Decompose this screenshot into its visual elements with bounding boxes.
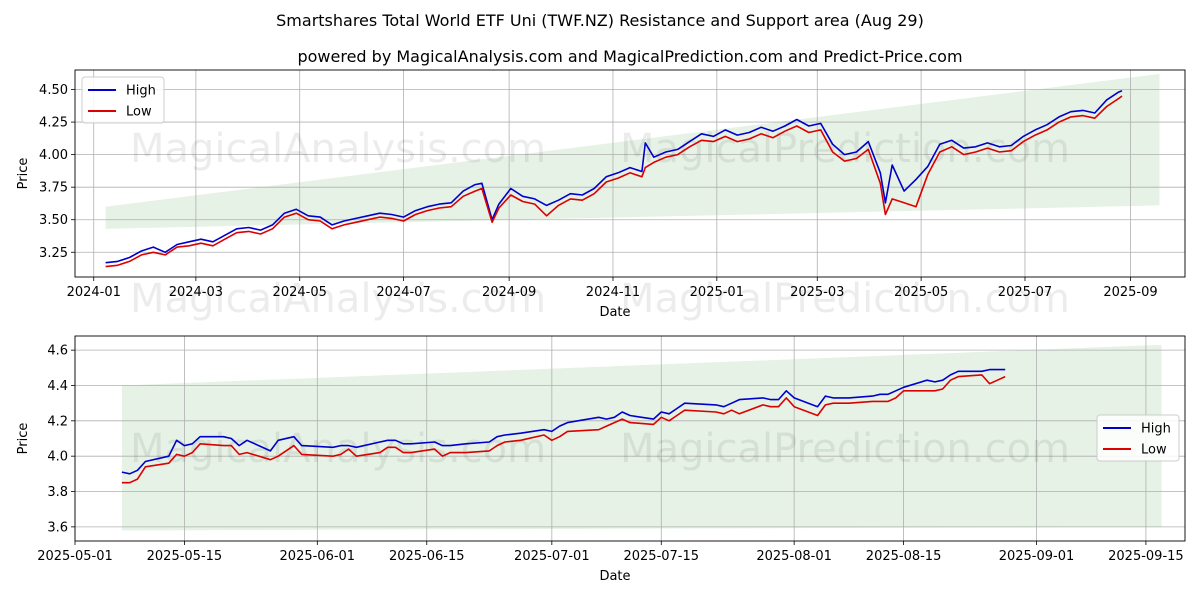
x-tick-label: 2025-03 [790,285,844,300]
x-axis-label: Date [599,305,630,320]
y-tick-label: 4.50 [39,83,68,98]
x-tick-label: 2025-07-01 [514,549,590,564]
x-tick-label: 2025-05-01 [37,549,113,564]
watermark-text: MagicalAnalysis.com [130,276,546,322]
x-tick-label: 2024-03 [169,285,223,300]
y-tick-label: 3.6 [47,520,68,535]
watermark-text: MagicalPrediction.com [620,126,1070,172]
chart-subtitle: powered by MagicalAnalysis.com and Magic… [297,47,962,66]
y-tick-label: 4.4 [47,379,68,394]
x-tick-label: 2024-07 [376,285,430,300]
x-tick-label: 2025-08-01 [756,549,832,564]
chart-title: Smartshares Total World ETF Uni (TWF.NZ)… [276,11,924,30]
series-line-low [105,95,1123,268]
y-tick-label: 4.00 [39,148,68,163]
y-tick-label: 4.0 [47,450,68,465]
x-tick-label: 2025-05-15 [147,549,223,564]
x-tick-label: 2025-06-01 [280,549,356,564]
resistance-support-band [121,344,1162,531]
legend-label-high: High [126,84,156,99]
x-tick-label: 2025-09-01 [999,549,1075,564]
series-line-low [121,374,1006,484]
y-tick-label: 4.6 [47,344,68,359]
axes-frame [74,69,1186,278]
resistance-support-band [105,73,1160,229]
watermark-text: MagicalPrediction.com [620,276,1070,322]
y-tick-label: 4.25 [39,116,68,131]
x-tick-label: 2025-07-15 [623,549,699,564]
x-tick-label: 2025-07 [998,285,1052,300]
x-tick-label: 2025-01 [690,285,744,300]
series-line-high [121,368,1006,475]
legend-label-high: High [1141,422,1171,437]
x-tick-label: 2024-11 [586,285,640,300]
x-tick-label: 2024-01 [67,285,121,300]
watermark-text: MagicalAnalysis.com [130,126,546,172]
x-axis-label: Date [599,569,630,584]
y-axis-label: Price [16,423,31,455]
x-tick-label: 2024-05 [273,285,327,300]
x-tick-label: 2025-08-15 [866,549,942,564]
x-tick-label: 2025-05 [894,285,948,300]
y-axis-label: Price [16,158,31,190]
legend-label-low: Low [126,105,152,120]
x-tick-label: 2024-09 [482,285,536,300]
y-tick-label: 3.50 [39,213,68,228]
legend-label-low: Low [1141,443,1167,458]
y-tick-label: 3.75 [39,181,68,196]
y-tick-label: 4.2 [47,414,68,429]
x-tick-label: 2025-09 [1103,285,1157,300]
panel-top: 2024-01 2024-03 2024-05 2024-07 2024-09 2024-… [16,69,1186,322]
axes-frame [74,335,1186,542]
watermark-text: MagicalAnalysis.com [130,426,546,472]
series-line-high [105,90,1123,264]
x-tick-label: 2025-09-15 [1108,549,1184,564]
watermark-text: MagicalPrediction.com [620,426,1070,472]
y-tick-label: 3.8 [47,485,68,500]
panel-bottom: 2025-05-01 2025-05-15 2025-06-01 2025-06-15… [16,335,1186,584]
y-tick-label: 3.25 [39,246,68,261]
x-tick-label: 2025-06-15 [389,549,465,564]
